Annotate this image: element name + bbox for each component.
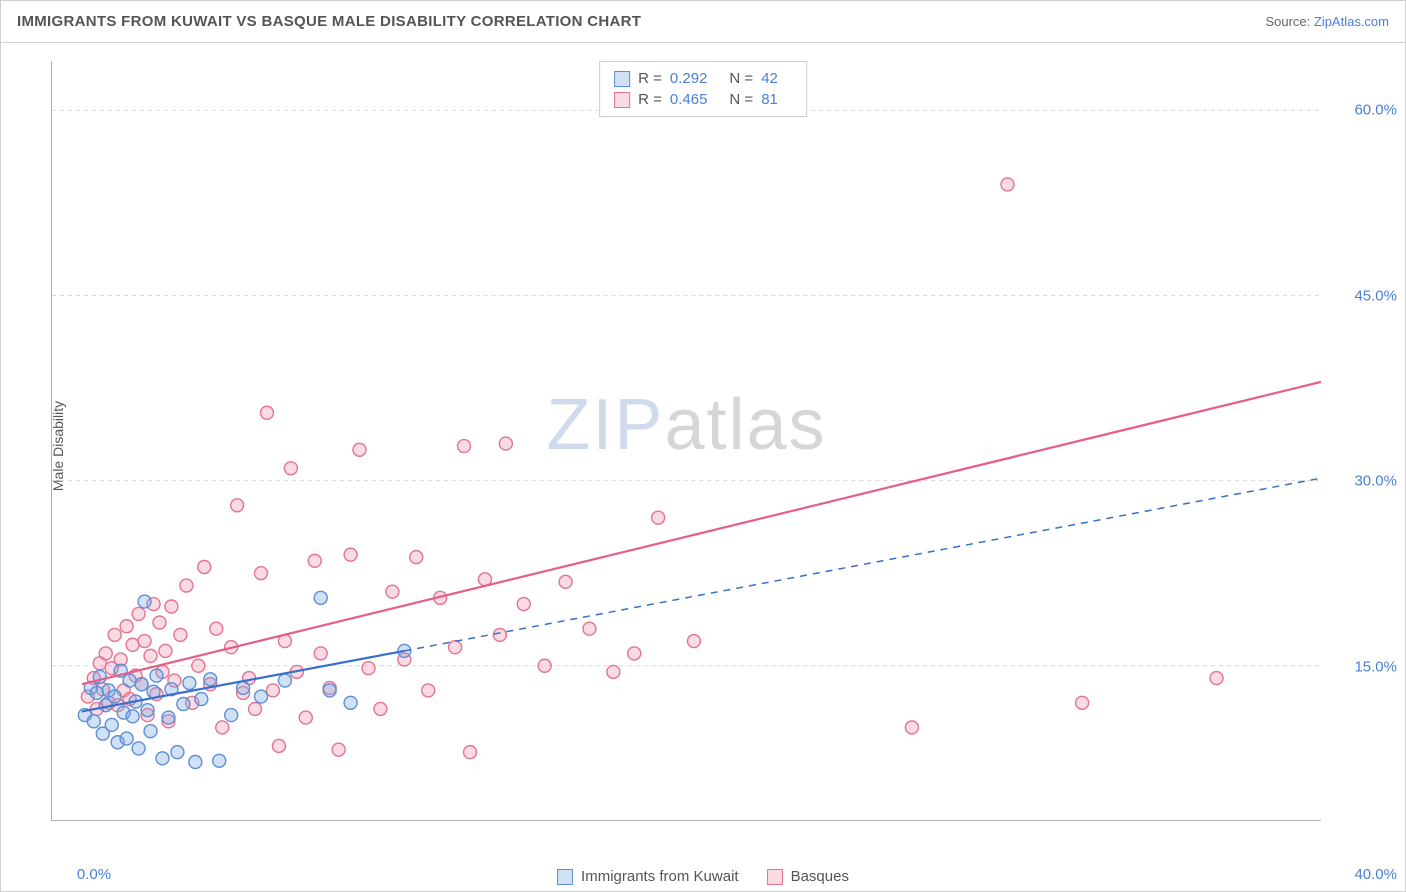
y-tick-label: 60.0% — [1354, 102, 1397, 119]
legend-n-label: N = — [729, 91, 753, 108]
source-label: Source: — [1265, 14, 1313, 29]
legend-kuwait-n: 42 — [761, 70, 778, 87]
plot-area: ZIPatlas — [51, 61, 1321, 821]
y-tick-label: 30.0% — [1354, 473, 1397, 490]
legend-item-kuwait: Immigrants from Kuwait — [557, 868, 739, 885]
legend-n-label: N = — [729, 70, 753, 87]
swatch-kuwait — [557, 869, 573, 885]
legend-row-kuwait: R = 0.292 N = 42 — [614, 68, 792, 89]
legend-r-label: R = — [638, 91, 662, 108]
title-bar: IMMIGRANTS FROM KUWAIT VS BASQUE MALE DI… — [1, 1, 1405, 43]
swatch-basques — [614, 92, 630, 108]
y-tick-label: 15.0% — [1354, 658, 1397, 675]
legend-kuwait-label: Immigrants from Kuwait — [581, 868, 739, 885]
legend-basques-label: Basques — [791, 868, 849, 885]
swatch-basques — [767, 869, 783, 885]
x-tick-label: 0.0% — [77, 866, 111, 883]
source-link[interactable]: ZipAtlas.com — [1314, 14, 1389, 29]
legend-correlation: R = 0.292 N = 42 R = 0.465 N = 81 — [599, 61, 807, 117]
legend-row-basques: R = 0.465 N = 81 — [614, 89, 792, 110]
legend-basques-r: 0.465 — [670, 91, 708, 108]
legend-kuwait-r: 0.292 — [670, 70, 708, 87]
y-tick-label: 45.0% — [1354, 287, 1397, 304]
legend-r-label: R = — [638, 70, 662, 87]
legend-series: Immigrants from Kuwait Basques — [557, 868, 849, 885]
scatter-svg — [52, 61, 1321, 820]
chart-container: IMMIGRANTS FROM KUWAIT VS BASQUE MALE DI… — [0, 0, 1406, 892]
source-attribution: Source: ZipAtlas.com — [1265, 14, 1389, 29]
x-tick-label: 40.0% — [1354, 866, 1397, 883]
swatch-kuwait — [614, 71, 630, 87]
legend-item-basques: Basques — [767, 868, 849, 885]
legend-basques-n: 81 — [761, 91, 778, 108]
chart-title: IMMIGRANTS FROM KUWAIT VS BASQUE MALE DI… — [17, 13, 641, 30]
